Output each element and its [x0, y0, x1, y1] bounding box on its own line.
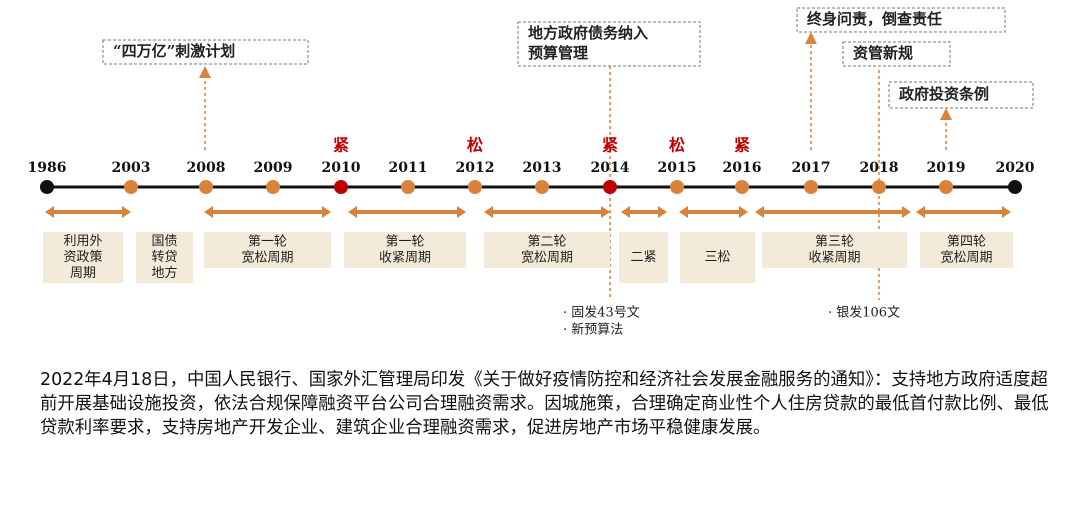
signal-label: 紧: [333, 136, 349, 155]
year-dot: [670, 180, 684, 194]
year-label: 2009: [254, 160, 293, 176]
event-label: 资管新规: [853, 44, 913, 62]
period-label: 宽松周期: [521, 250, 573, 266]
period-label: 资政策: [63, 249, 102, 265]
signal-label: 松: [467, 136, 483, 155]
period-label: 地方: [151, 265, 177, 281]
year-dot: [40, 180, 54, 194]
year-dot: [266, 180, 280, 194]
period-box: [920, 232, 1013, 268]
year-label: 2008: [187, 160, 226, 176]
policy-note: · 固发43号文: [563, 305, 640, 321]
arrow-head: [45, 206, 131, 218]
period-label: 利用外: [63, 234, 102, 249]
event-box: [796, 7, 1006, 33]
period-label: 二紧: [630, 250, 656, 265]
year-dot: [804, 180, 818, 194]
year-dot: [735, 180, 749, 194]
year-label: 2018: [860, 160, 899, 176]
timeline-diagram: 1986 2003 2008 2009 2010 2011 2012 2013 2014 2015…: [28, 7, 1035, 338]
paragraph: 2022年4月18日，中国人民银行、国家外汇管理局印发《关于做好疫情防控和经济社…: [40, 370, 1049, 438]
year-label: 2020: [996, 160, 1035, 176]
period-label: 第三轮: [815, 235, 854, 250]
year-dot: [1008, 180, 1022, 194]
period-box: [762, 232, 907, 268]
period-box: [136, 232, 193, 283]
period-label: 第四轮: [947, 235, 986, 250]
period-label: 国债: [151, 234, 177, 249]
event-box: [517, 21, 701, 67]
year-label: 2010: [322, 160, 361, 176]
year-dot: [939, 180, 953, 194]
period-label: 收紧周期: [379, 251, 431, 266]
period-box: [43, 232, 123, 283]
event-box: [888, 81, 1034, 109]
event-label: 终身问责，倒查责任: [807, 10, 942, 28]
year-dot: [401, 180, 415, 194]
period-box: [204, 232, 331, 268]
event-box: [102, 39, 309, 65]
year-label: 2014: [591, 160, 630, 176]
period-box: [619, 232, 668, 283]
period-box: [484, 232, 610, 268]
signal-label: 松: [669, 136, 685, 155]
period-label: 第二轮: [527, 235, 566, 250]
year-dot: [334, 180, 348, 194]
signal-label: 紧: [602, 136, 618, 155]
year-dot: [124, 180, 138, 194]
year-dot: [199, 180, 213, 194]
year-label: 1986: [28, 160, 67, 176]
event-label: “四万亿”刺激计划: [113, 42, 235, 60]
year-label: 2015: [658, 160, 697, 176]
period-label: 转贷: [151, 250, 177, 265]
period-label: 宽松周期: [241, 250, 293, 266]
period-label: 宽松周期: [940, 250, 992, 266]
period-box: [680, 232, 755, 283]
year-label: 2017: [792, 160, 831, 176]
year-dot: [872, 180, 886, 194]
year-label: 2013: [523, 160, 562, 176]
year-label: 2019: [927, 160, 966, 176]
event-label: 预算管理: [528, 44, 588, 62]
event-label: 政府投资条例: [899, 85, 989, 103]
policy-note: · 新预算法: [563, 322, 623, 338]
year-dot: [535, 180, 549, 194]
period-label: 第一轮: [385, 235, 424, 250]
period-label: 收紧周期: [808, 251, 860, 266]
event-label: 地方政府债务纳入: [528, 24, 648, 42]
year-dot: [603, 180, 617, 194]
year-label: 2011: [389, 160, 428, 176]
period-label: 第一轮: [248, 235, 287, 250]
year-dot: [468, 180, 482, 194]
event-box: [842, 41, 951, 67]
year-label: 2016: [723, 160, 762, 176]
period-box: [344, 232, 466, 268]
period-label: 三松: [704, 250, 730, 265]
signal-label: 紧: [734, 136, 750, 155]
year-label: 2003: [112, 160, 151, 176]
year-label: 2012: [456, 160, 495, 176]
period-label: 周期: [70, 266, 96, 281]
policy-note: · 银发106文: [828, 305, 900, 321]
